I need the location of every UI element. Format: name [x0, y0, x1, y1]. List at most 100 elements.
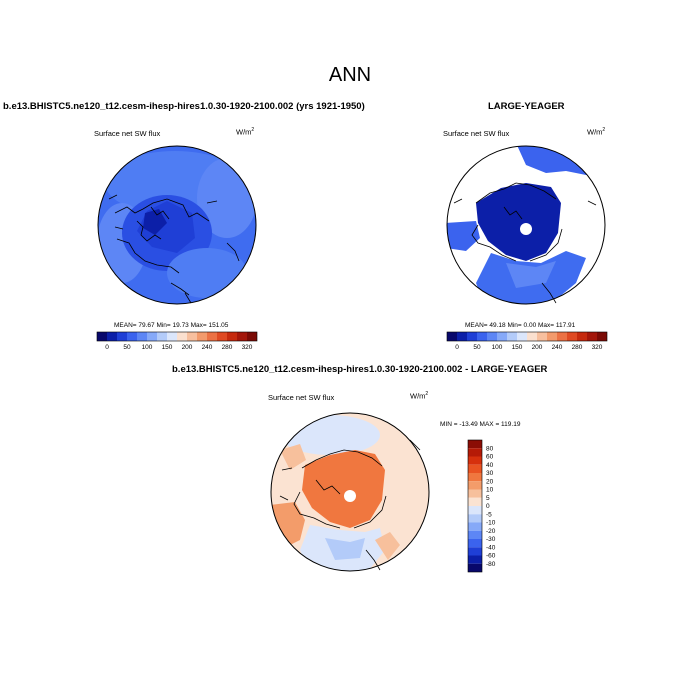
diff-colorbar-tick-label: -40: [486, 544, 496, 551]
test-colorbar-tick-label: 240: [202, 344, 213, 351]
test-colorbar-frame: [96, 331, 258, 342]
ref-colorbar-swatch: [497, 332, 507, 341]
ref-colorbar-swatch: [587, 332, 597, 341]
test-colorbar-swatch: [237, 332, 247, 341]
main-title: ANN: [328, 64, 372, 86]
test-colorbar-swatch: [107, 332, 117, 341]
ref-colorbar-tick-label: 240: [552, 344, 563, 351]
test-colorbar: 0 50 100 150 200 240 280 320: [96, 331, 258, 351]
test-colorbar-tick-label: 200: [182, 344, 193, 351]
test-colorbar-tick-label: 0: [105, 344, 109, 351]
ref-colorbar-swatch: [507, 332, 517, 341]
test-stats: MEAN= 79.67 Min= 19.73 Max= 151.05: [114, 322, 229, 329]
diff-stats: MIN = -13.49 MAX = 119.19: [440, 421, 521, 428]
ref-variable-label: Surface net SW flux: [443, 129, 510, 138]
diff-units-label: W/m2: [410, 391, 429, 401]
diff-colorbar-tick-label: -5: [486, 511, 492, 518]
test-colorbar-tick-label: 150: [162, 344, 173, 351]
test-colorbar-tick-label: 50: [123, 344, 131, 351]
ref-colorbar-swatch: [457, 332, 467, 341]
diff-colorbar-tick-label: -10: [486, 520, 496, 527]
test-polar-map: [97, 145, 257, 305]
ref-colorbar-swatch: [487, 332, 497, 341]
ref-colorbar-swatch: [597, 332, 607, 341]
test-colorbar-swatch: [167, 332, 177, 341]
test-colorbar-swatch: [247, 332, 257, 341]
diff-colorbar-tick-label: 10: [486, 487, 494, 494]
diff-colorbar-tick-label: 80: [486, 445, 494, 452]
diff-colorbar-swatch: [468, 547, 482, 556]
diff-polar-map: [270, 412, 430, 572]
diff-colorbar-swatch: [468, 456, 482, 465]
ref-colorbar-frame: [446, 331, 608, 342]
ref-colorbar-swatch: [537, 332, 547, 341]
ref-colorbar-swatch: [547, 332, 557, 341]
test-colorbar-swatch: [227, 332, 237, 341]
diff-colorbar-swatch: [468, 522, 482, 531]
ref-units-label: W/m2: [587, 127, 606, 137]
ref-colorbar-swatch: [477, 332, 487, 341]
diff-colorbar-swatch: [468, 539, 482, 548]
diff-colorbar-swatch: [468, 440, 482, 449]
test-colorbar-swatch: [187, 332, 197, 341]
diff-colorbar-tick-label: -60: [486, 553, 496, 560]
diff-colorbar-swatch: [468, 489, 482, 498]
ref-colorbar-swatch: [467, 332, 477, 341]
test-colorbar-tick-label: 320: [242, 344, 253, 351]
diff-colorbar-swatch: [468, 514, 482, 523]
test-panel-title: b.e13.BHISTC5.ne120_t12.cesm-ihesp-hires…: [3, 101, 365, 112]
ref-colorbar-tick-label: 100: [492, 344, 503, 351]
ref-colorbar: 0 50 100 150 200 240 280 320: [446, 331, 608, 351]
diff-colorbar-swatch: [468, 506, 482, 515]
test-colorbar-swatch: [147, 332, 157, 341]
diff-colorbar-swatch: [468, 448, 482, 457]
ref-colorbar-tick-label: 50: [473, 344, 481, 351]
diff-colorbar-tick-label: 0: [486, 503, 490, 510]
test-colorbar-swatch: [197, 332, 207, 341]
test-colorbar-swatch: [97, 332, 107, 341]
diff-colorbar-tick-label: 5: [486, 495, 490, 502]
test-colorbar-tick-label: 280: [222, 344, 233, 351]
test-colorbar-swatch: [137, 332, 147, 341]
ref-stats: MEAN= 49.18 Min= 0.00 Max= 117.91: [465, 322, 576, 329]
ref-colorbar-tick-label: 320: [592, 344, 603, 351]
ref-colorbar-swatch: [517, 332, 527, 341]
ref-colorbar-swatch: [557, 332, 567, 341]
ref-colorbar-swatch: [567, 332, 577, 341]
diff-colorbar-tick-label: -80: [486, 561, 496, 568]
diff-colorbar-swatch: [468, 464, 482, 473]
diff-colorbar-tick-label: -20: [486, 528, 496, 535]
ref-panel-title: LARGE-YEAGER: [488, 101, 565, 112]
test-units-label: W/m2: [236, 127, 255, 137]
ref-colorbar-tick-label: 200: [532, 344, 543, 351]
diff-colorbar-tick-label: 60: [486, 454, 494, 461]
test-variable-label: Surface net SW flux: [94, 129, 161, 138]
test-colorbar-swatch: [157, 332, 167, 341]
test-colorbar-swatch: [117, 332, 127, 341]
test-colorbar-swatch: [217, 332, 227, 341]
diff-colorbar-tick-label: 40: [486, 462, 494, 469]
diff-colorbar-tick-label: -30: [486, 536, 496, 543]
ref-colorbar-swatch: [447, 332, 457, 341]
diff-panel-title: b.e13.BHISTC5.ne120_t12.cesm-ihesp-hires…: [172, 364, 548, 375]
diff-colorbar-tick-label: 20: [486, 478, 494, 485]
diff-colorbar-swatch: [468, 555, 482, 564]
test-colorbar-swatch: [127, 332, 137, 341]
diff-colorbar-swatch: [468, 473, 482, 482]
ref-colorbar-tick-label: 280: [572, 344, 583, 351]
diff-variable-label: Surface net SW flux: [268, 393, 335, 402]
diff-colorbar-tick-label: 30: [486, 470, 494, 477]
ref-colorbar-swatch: [527, 332, 537, 341]
diff-colorbar-swatch: [468, 497, 482, 506]
test-colorbar-swatch: [207, 332, 217, 341]
test-colorbar-swatch: [177, 332, 187, 341]
diff-colorbar-swatch: [468, 563, 482, 572]
ref-polar-map: [446, 145, 606, 305]
diff-colorbar-frame: [467, 439, 483, 573]
ref-colorbar-swatch: [577, 332, 587, 341]
ref-colorbar-tick-label: 150: [512, 344, 523, 351]
diff-colorbar-swatch: [468, 481, 482, 490]
ref-colorbar-tick-label: 0: [455, 344, 459, 351]
test-colorbar-tick-label: 100: [142, 344, 153, 351]
